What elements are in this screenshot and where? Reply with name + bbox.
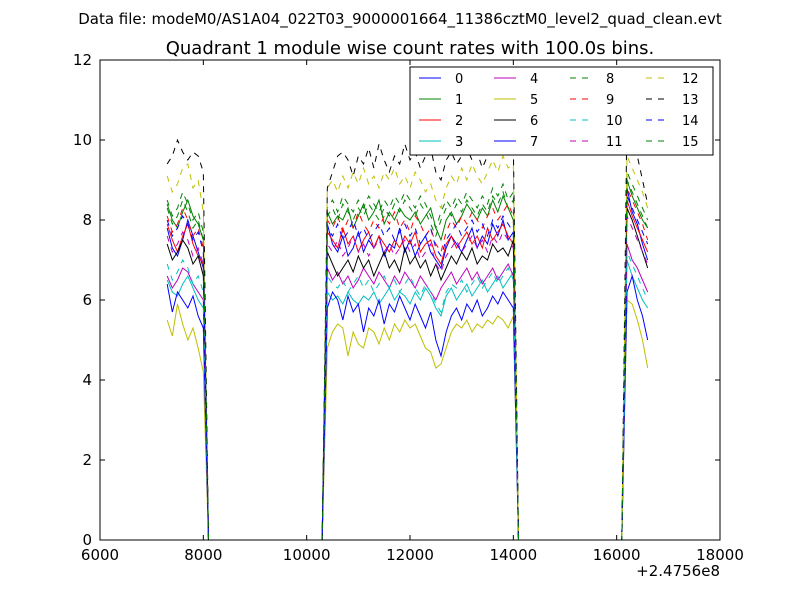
legend-label-14: 14: [682, 114, 699, 129]
x-offset-label: +2.4756e8: [636, 562, 720, 580]
legend-label-11: 11: [606, 135, 623, 150]
legend-label-0: 0: [455, 72, 463, 87]
legend-label-10: 10: [606, 114, 623, 129]
y-tick-label: 12: [73, 51, 92, 69]
legend-label-3: 3: [455, 135, 463, 150]
legend-label-8: 8: [606, 72, 614, 87]
legend-label-13: 13: [682, 93, 699, 108]
legend-label-1: 1: [455, 93, 463, 108]
legend-label-6: 6: [530, 114, 538, 129]
chart-title: Quadrant 1 module wise count rates with …: [166, 38, 655, 59]
x-axis: 6000 8000 10000 12000 14000 16000 18000: [81, 60, 744, 564]
legend-label-7: 7: [530, 135, 538, 150]
y-tick-label: 8: [82, 211, 92, 229]
y-tick-label: 0: [82, 531, 92, 549]
legend-box: [409, 66, 714, 156]
legend-label-5: 5: [530, 93, 538, 108]
x-tick-label: 16000: [593, 546, 641, 564]
x-tick-label: 14000: [489, 546, 537, 564]
y-tick-label: 2: [82, 451, 92, 469]
legend-label-15: 15: [682, 135, 699, 150]
x-tick-label: 12000: [386, 546, 434, 564]
y-tick-label: 4: [82, 371, 92, 389]
legend-label-4: 4: [530, 72, 538, 87]
legend-label-12: 12: [682, 72, 699, 87]
x-tick-label: 8000: [184, 546, 222, 564]
legend-label-2: 2: [455, 114, 463, 129]
x-tick-label: 18000: [696, 546, 744, 564]
x-tick-label: 10000: [283, 546, 331, 564]
legend-label-9: 9: [606, 93, 614, 108]
x-tick-label: 6000: [81, 546, 119, 564]
y-tick-label: 6: [82, 291, 92, 309]
figure-suptitle: Data file: modeM0/AS1A04_022T03_90000016…: [78, 10, 722, 29]
y-tick-label: 10: [73, 131, 92, 149]
series-line-8: [166, 171, 649, 541]
